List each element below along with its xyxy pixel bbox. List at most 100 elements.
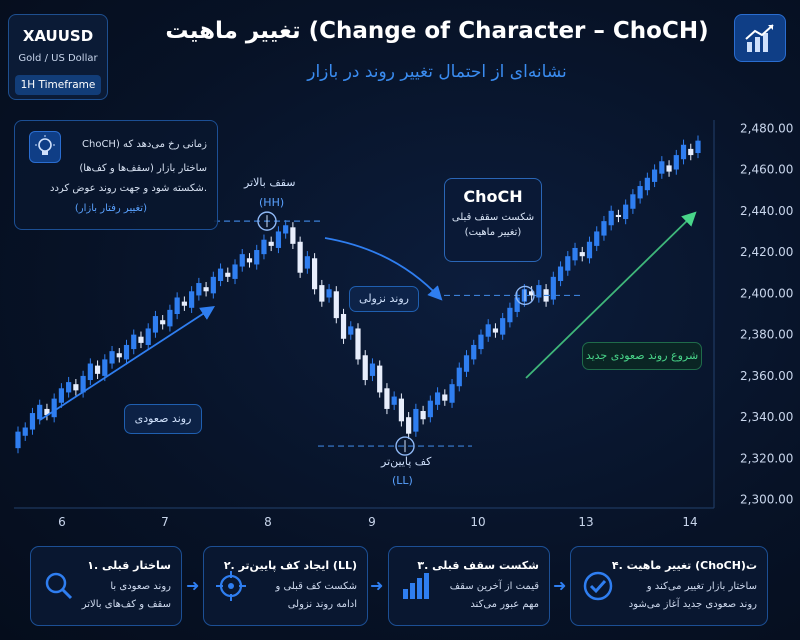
candle (601, 221, 607, 236)
step-2-line-2: ادامه روند نزولی (287, 599, 357, 610)
candle (340, 314, 347, 339)
y-tick-label: 2,400.00 (740, 286, 793, 300)
candle (217, 268, 224, 281)
choch-line-1: شکست سقف قبلی (451, 212, 535, 223)
symbol-ticker: XAUUSD (22, 27, 94, 45)
candle (333, 291, 339, 319)
candle (160, 320, 166, 325)
candle (586, 241, 593, 259)
candle (131, 334, 137, 350)
step-1-line-1: روند صعودی با (110, 581, 171, 592)
page-title: تغییر ماهیت (Change of Character – ChoCH… (165, 18, 709, 44)
lightbulb-icon (29, 131, 61, 163)
hh-label: (HH) (259, 196, 285, 209)
candle (80, 375, 86, 393)
candle (261, 239, 267, 255)
candle (210, 276, 216, 294)
step-1-title: ۱. ساختار قبلی (87, 559, 171, 572)
candle (471, 344, 477, 360)
candle (311, 258, 318, 290)
candle (174, 297, 180, 314)
downtrend-arrow (324, 237, 443, 301)
y-tick-label: 2,380.00 (740, 328, 793, 342)
candle (326, 289, 332, 298)
candle (688, 148, 694, 156)
candle (500, 318, 506, 335)
candle (637, 186, 643, 199)
info-line-1: ChoCH) زمانی رخ می‌دهد که (82, 139, 207, 150)
candle (239, 254, 245, 267)
page-subtitle: نشانه‌ای از احتمال تغییر روند در بازار (307, 62, 567, 82)
candle (550, 276, 556, 300)
candle (565, 256, 571, 271)
candle (427, 400, 433, 418)
step-3-line-1: قیمت از آخرین سقف (449, 581, 539, 592)
candle (283, 225, 289, 234)
candle (651, 169, 658, 182)
candle (268, 241, 274, 246)
choch-callout: ChoCH شکست سقف قبلی (تغییر ماهیت) (444, 178, 542, 262)
candle (536, 285, 542, 298)
candle (37, 404, 43, 420)
x-tick-label: 7 (161, 515, 169, 529)
candle (463, 355, 470, 372)
y-tick-label: 2,420.00 (740, 245, 793, 259)
candle (485, 324, 491, 337)
step-card-1: ۱. ساختار قبلی روند صعودی با سقف و کف‌ها… (30, 546, 182, 626)
step-3-title: ۳. شکست سقف قبلی (417, 559, 539, 572)
choch-marker (515, 285, 535, 306)
candle (116, 353, 122, 358)
choch-line-2: (تغییر ماهیت) (464, 227, 522, 238)
y-tick-label: 2,360.00 (740, 369, 793, 383)
ll-label-top: کف پایین‌تر (381, 455, 432, 468)
candle (442, 394, 448, 401)
candle (109, 351, 115, 364)
candle (355, 328, 361, 360)
candle (275, 231, 282, 248)
candle (434, 392, 441, 405)
candle (145, 328, 151, 345)
info-line-4: (تغییر رفتار بازار) (74, 203, 147, 214)
candle (369, 363, 376, 376)
candle (44, 408, 50, 416)
candle (181, 301, 187, 306)
candle (673, 155, 679, 170)
hh-label-top: سقف بالاتر (244, 176, 296, 189)
magnifier-icon (41, 569, 75, 603)
candle (659, 161, 665, 174)
y-tick-label: 2,320.00 (740, 451, 793, 465)
step-3-line-2: مهم عبور می‌کند (470, 599, 539, 610)
y-tick-label: 2,300.00 (740, 493, 793, 507)
ll-label: (LL) (392, 474, 413, 487)
candle (203, 287, 209, 292)
ll-marker (395, 436, 415, 456)
candle (138, 336, 144, 343)
arrow-right-icon: ➜ (370, 576, 384, 595)
symbol-card: XAUUSD Gold / US Dollar 1H Timeframe (8, 14, 108, 100)
y-tick-label: 2,340.00 (740, 410, 793, 424)
candle (579, 252, 585, 257)
candle (15, 431, 21, 449)
candle (377, 365, 383, 393)
candle (362, 355, 368, 381)
check-circle-icon (581, 569, 615, 603)
candle (492, 328, 499, 333)
candle (391, 396, 397, 405)
candle (189, 291, 195, 308)
symbol-name: Gold / US Dollar (18, 53, 98, 64)
candle (94, 365, 101, 374)
candle (644, 177, 650, 191)
candle (680, 144, 687, 160)
x-tick-label: 10 (470, 515, 485, 529)
arrow-right-icon: ➜ (186, 576, 200, 595)
candle (623, 204, 629, 220)
candle (297, 241, 303, 273)
step-4-title: ۴. تغییر ماهیت (ChoCH)ت (611, 559, 757, 572)
step-card-3: ۳. شکست سقف قبلی قیمت از آخرین سقف مهم ع… (388, 546, 550, 626)
candle (51, 398, 57, 418)
step-card-2: ۲. ایجاد کف پایین‌تر (LL) شکست کف قبلی و… (203, 546, 368, 626)
candle (413, 408, 419, 432)
candle (123, 344, 130, 360)
timeframe-badge[interactable]: 1H Timeframe (15, 75, 101, 95)
new-uptrend-arrow (525, 211, 697, 379)
